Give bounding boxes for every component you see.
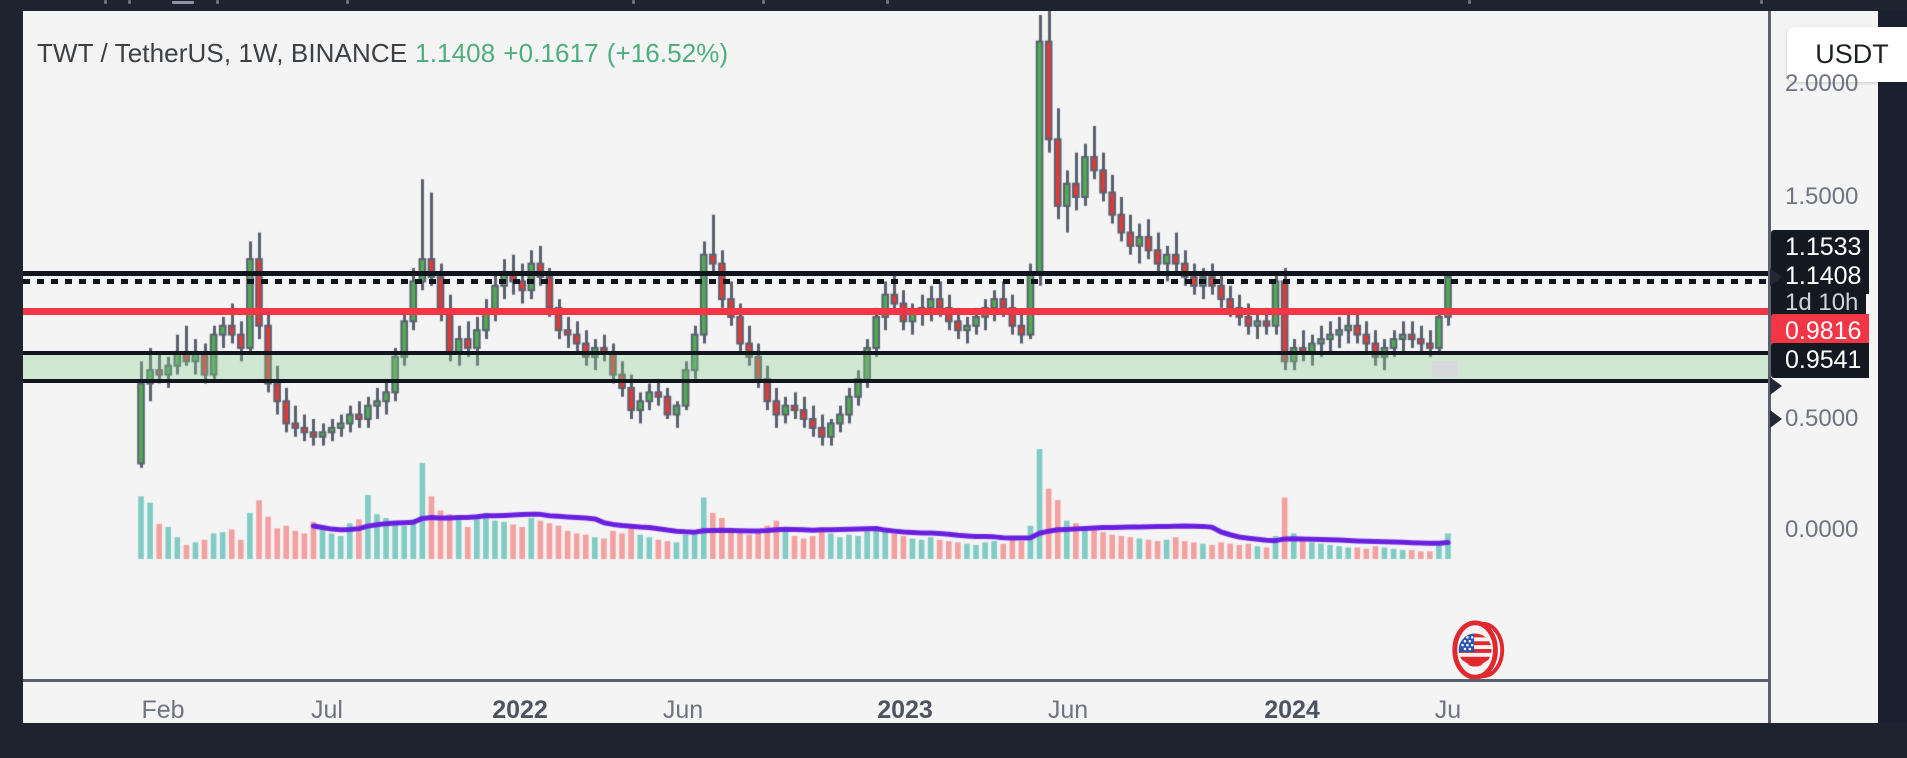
- time-tick-label: Jun: [662, 696, 704, 724]
- time-tick-label: Ju: [1434, 696, 1462, 724]
- legend-symbol: TWT / TetherUS, 1W, BINANCE: [37, 38, 408, 68]
- last-bar-price-marker: [1432, 361, 1458, 377]
- window-frame-left: [0, 11, 23, 741]
- toolbar-icon[interactable]: [128, 0, 131, 4]
- currency-chip[interactable]: USDT: [1787, 27, 1907, 82]
- price-tick-label: 0.0000: [1785, 516, 1859, 543]
- toolbar-icon[interactable]: [216, 0, 219, 4]
- time-tick-label: Jul: [311, 696, 343, 724]
- current-price-line[interactable]: [23, 279, 1768, 284]
- support-zone[interactable]: [23, 353, 1768, 381]
- zone-bottom-line[interactable]: [23, 379, 1768, 383]
- us-flag-coin-icon: [1452, 620, 1505, 679]
- toolbar-icon[interactable]: [1760, 0, 1763, 4]
- toolbar-icon[interactable]: [1468, 0, 1471, 4]
- price-pill[interactable]: 0.9541: [1771, 343, 1870, 378]
- time-tick-label: 2024: [1264, 696, 1320, 724]
- price-tick-label: 2.0000: [1785, 70, 1859, 97]
- toolbar-icon[interactable]: [762, 0, 765, 4]
- price-tick-label: 0.5000: [1785, 405, 1859, 432]
- toolbar-icon[interactable]: [886, 0, 889, 4]
- toolbar-icon[interactable]: [346, 0, 349, 4]
- price-level-triangle-icon: [1770, 410, 1782, 428]
- time-tick-label: Jun: [1047, 696, 1089, 724]
- red-price-line[interactable]: [23, 308, 1768, 315]
- time-tick-label: 2023: [877, 696, 933, 724]
- legend-change-pct: (+16.52%): [606, 38, 729, 68]
- price-axis[interactable]: USDT 2.0000 1.5000 0.5000 0.0000 1.1533 1.14…: [1768, 11, 1907, 723]
- legend-change-abs: +0.1617: [503, 38, 599, 68]
- zone-top-line[interactable]: [23, 351, 1768, 355]
- time-tick-label: 2022: [492, 696, 548, 724]
- plot-area[interactable]: [23, 11, 1768, 679]
- toolbar-icon[interactable]: [104, 0, 107, 4]
- resistance-line[interactable]: [23, 271, 1768, 276]
- chart-legend[interactable]: TWT / TetherUS, 1W, BINANCE 1.1408 +0.1617…: [37, 38, 728, 69]
- time-tick-label: Feb: [141, 696, 185, 724]
- window-frame-bottom: [0, 723, 1907, 758]
- chart-panel[interactable]: TWT / TetherUS, 1W, BINANCE 1.1408 +0.1617…: [23, 11, 1768, 723]
- price-tick-label: 1.5000: [1785, 183, 1859, 210]
- price-level-triangle-icon: [1770, 268, 1782, 286]
- window-frame-right: [1878, 11, 1907, 741]
- candlestick-series: [23, 11, 1768, 679]
- toolbar-sliver: [0, 0, 1907, 11]
- toolbar-timeframe[interactable]: [172, 1, 194, 4]
- price-level-triangle-icon: [1770, 377, 1782, 395]
- legend-last-price: 1.1408: [415, 38, 496, 68]
- toolbar-icon[interactable]: [632, 0, 635, 4]
- time-axis[interactable]: Feb Jul 2022 Jun 2023 Jun 2024 Ju: [23, 679, 1768, 724]
